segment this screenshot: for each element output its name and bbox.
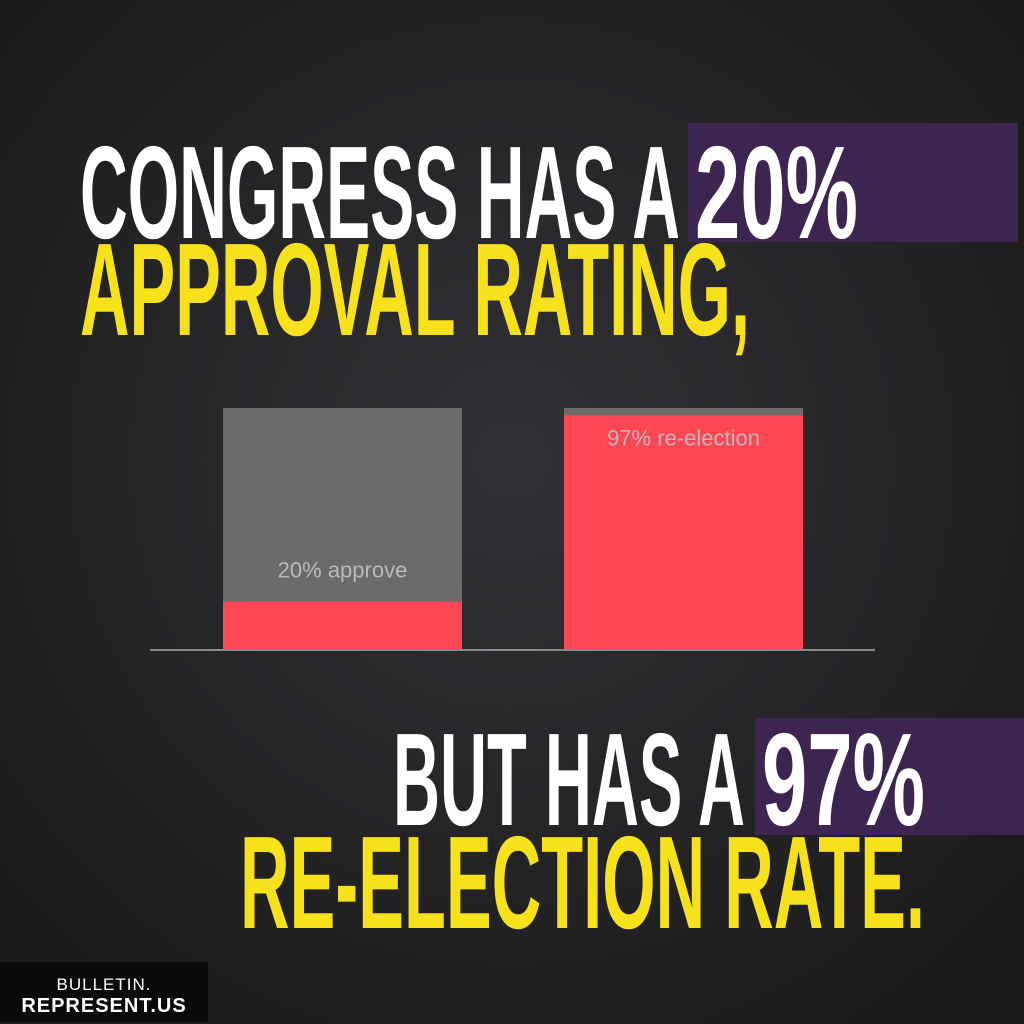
headline-text: RE-ELECTION RATE. — [240, 809, 925, 956]
footer-box — [0, 962, 208, 1022]
footer-text: BULLETIN. — [57, 975, 152, 994]
headline-highlight: 97% — [762, 706, 925, 853]
bar-label: 20% approve — [278, 558, 408, 583]
bar-label: 97% re-election — [607, 425, 760, 450]
highlight-box — [688, 123, 1018, 242]
chart: 20% approve 97% re-election — [150, 408, 875, 651]
bar — [223, 601, 462, 650]
footer-text: REPRESENT.US — [21, 995, 186, 1017]
headline-text: APPROVAL RATING, — [80, 216, 750, 363]
highlight-box — [755, 718, 1024, 835]
headline-text: CONGRESS HAS A — [80, 119, 680, 266]
headline-highlight: 20% — [695, 119, 858, 266]
headline-text: BUT HAS A — [393, 706, 745, 853]
bar — [564, 415, 803, 650]
